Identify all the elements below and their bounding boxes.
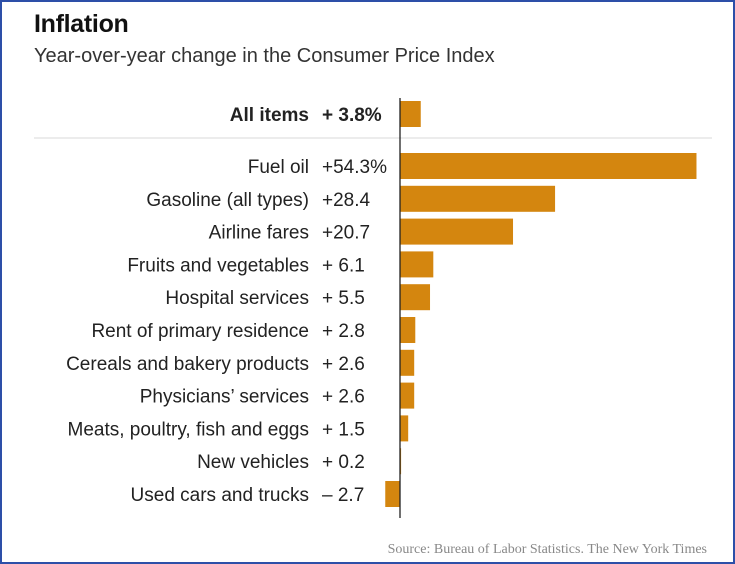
value-label-4: + 5.5	[322, 288, 365, 309]
bar-summary	[400, 101, 421, 127]
bar-8	[400, 415, 409, 442]
value-label-3: + 6.1	[322, 255, 365, 276]
category-label-3: Fruits and vegetables	[127, 255, 309, 276]
category-label-0: Fuel oil	[248, 157, 309, 178]
bar-6	[400, 349, 415, 376]
value-label-6: + 2.6	[322, 354, 365, 375]
value-label-9: + 0.2	[322, 452, 365, 473]
category-label-5: Rent of primary residence	[91, 321, 309, 342]
category-label-1: Gasoline (all types)	[146, 190, 309, 211]
bar-0	[400, 153, 697, 179]
chart-subtitle: Year-over-year change in the Consumer Pr…	[34, 45, 495, 67]
bar-10	[385, 481, 400, 507]
value-label-7: + 2.6	[322, 387, 365, 408]
category-label-2: Airline fares	[209, 223, 309, 244]
category-label-7: Physicians’ services	[140, 387, 309, 408]
value-label-0: +54.3%	[322, 157, 387, 178]
value-label-5: + 2.8	[322, 321, 365, 342]
bar-7	[400, 382, 415, 409]
value-label-1: +28.4	[322, 190, 371, 211]
chart-title: Inflation	[34, 10, 129, 38]
category-label-10: Used cars and trucks	[131, 485, 309, 506]
bar-1	[400, 185, 556, 212]
value-label-2: +20.7	[322, 223, 370, 244]
category-label-4: Hospital services	[165, 288, 309, 309]
bar-5	[400, 317, 416, 343]
bar-2	[400, 218, 514, 245]
value-label-summary: + 3.8%	[322, 105, 382, 126]
category-label-summary: All items	[230, 105, 309, 126]
bar-3	[400, 251, 434, 278]
value-label-10: – 2.7	[322, 485, 364, 506]
category-label-8: Meats, poultry, fish and eggs	[68, 419, 310, 440]
bar-4	[400, 284, 431, 311]
source-note: Source: Bureau of Labor Statistics. The …	[387, 542, 707, 557]
category-label-6: Cereals and bakery products	[66, 354, 309, 375]
value-label-8: + 1.5	[322, 419, 365, 440]
category-label-9: New vehicles	[197, 452, 309, 473]
